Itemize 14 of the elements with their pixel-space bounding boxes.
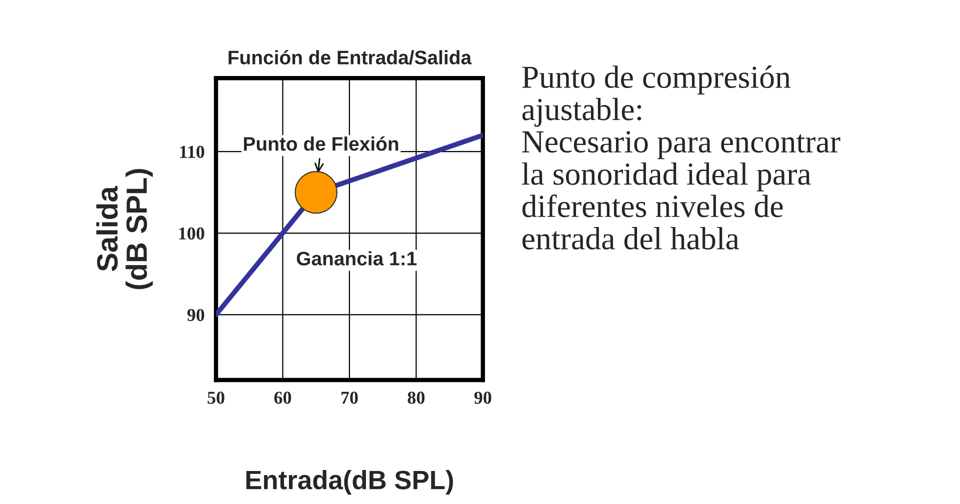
- x-tick-label: 70: [341, 392, 358, 404]
- x-tick-label: 50: [208, 392, 224, 404]
- text: Punto de compresión ajustable: Necesario para encontrar la sonoridad ideal para diferentes niveles de entrada del habla: [522, 66, 840, 250]
- x-axis-title: Entrada(dB SPL): [246, 470, 453, 495]
- y-tick-label: 100: [179, 227, 204, 240]
- annotation: Punto de Flexión: [244, 136, 398, 151]
- chart-title: Función de Entrada/Salida: [228, 50, 472, 65]
- annotation: Ganancia 1:1: [296, 251, 417, 266]
- y-tick-label: 90: [187, 309, 204, 322]
- y-axis-title: Salida (dB SPL): [96, 168, 153, 290]
- x-tick-label: 90: [474, 392, 492, 404]
- x-tick-label: 80: [408, 392, 424, 404]
- y-tick-label: 110: [180, 146, 204, 158]
- x-tick-label: 60: [274, 392, 292, 404]
